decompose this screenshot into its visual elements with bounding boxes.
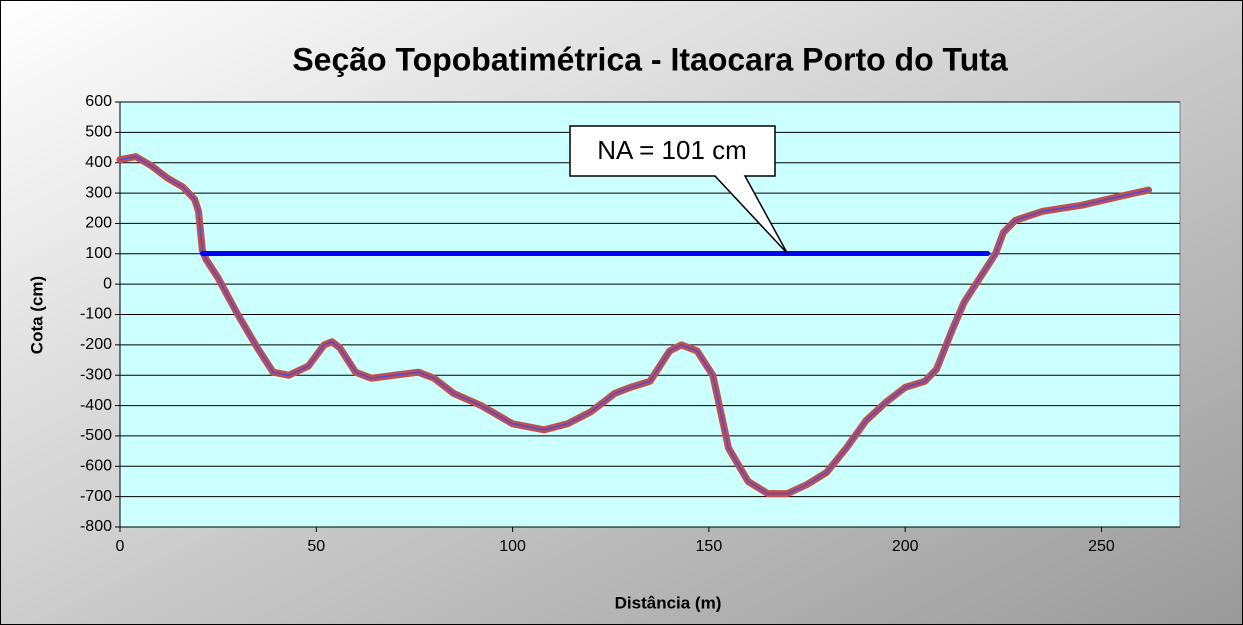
y-tick-label: 100 bbox=[85, 245, 112, 262]
y-tick-label: 300 bbox=[85, 184, 112, 201]
y-tick-label: -400 bbox=[80, 397, 112, 414]
y-tick-label: -700 bbox=[80, 488, 112, 505]
x-tick-label: 150 bbox=[696, 538, 723, 555]
y-tick-label: 400 bbox=[85, 154, 112, 171]
y-tick-label: -100 bbox=[80, 306, 112, 323]
y-tick-label: 0 bbox=[103, 275, 112, 292]
x-tick-label: 0 bbox=[116, 538, 125, 555]
y-tick-label: -200 bbox=[80, 336, 112, 353]
y-tick-label: -600 bbox=[80, 458, 112, 475]
x-tick-label: 200 bbox=[892, 538, 919, 555]
y-axis-label: Cota (cm) bbox=[27, 276, 46, 354]
y-tick-label: 500 bbox=[85, 124, 112, 141]
y-tick-label: -800 bbox=[80, 518, 112, 535]
profile-line-core bbox=[119, 155, 1150, 495]
chart-title: Seção Topobatimétrica - Itaocara Porto d… bbox=[292, 41, 1008, 77]
y-tick-label: -500 bbox=[80, 427, 112, 444]
y-tick-label: 200 bbox=[85, 215, 112, 232]
callout bbox=[569, 125, 789, 254]
x-tick-label: 50 bbox=[307, 538, 325, 555]
y-tick-label: -300 bbox=[80, 366, 112, 383]
x-tick-label: 100 bbox=[499, 538, 526, 555]
y-tick-label: 600 bbox=[85, 93, 112, 110]
x-tick-label: 250 bbox=[1088, 538, 1115, 555]
x-axis-label: Distância (m) bbox=[615, 593, 722, 612]
annotation: NA = 101 cm bbox=[597, 135, 747, 165]
